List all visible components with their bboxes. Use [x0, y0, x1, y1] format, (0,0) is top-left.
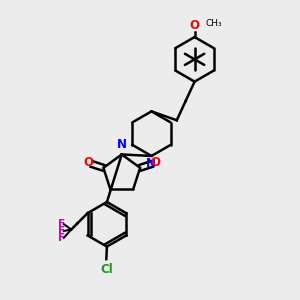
- Text: N: N: [146, 158, 156, 170]
- Text: O: O: [190, 19, 200, 32]
- Text: F: F: [58, 233, 65, 243]
- Text: F: F: [58, 226, 65, 236]
- Text: O: O: [83, 156, 93, 169]
- Text: Cl: Cl: [100, 263, 113, 276]
- Text: CH₃: CH₃: [206, 19, 223, 28]
- Text: O: O: [150, 156, 161, 169]
- Text: F: F: [58, 219, 65, 229]
- Text: N: N: [117, 138, 128, 151]
